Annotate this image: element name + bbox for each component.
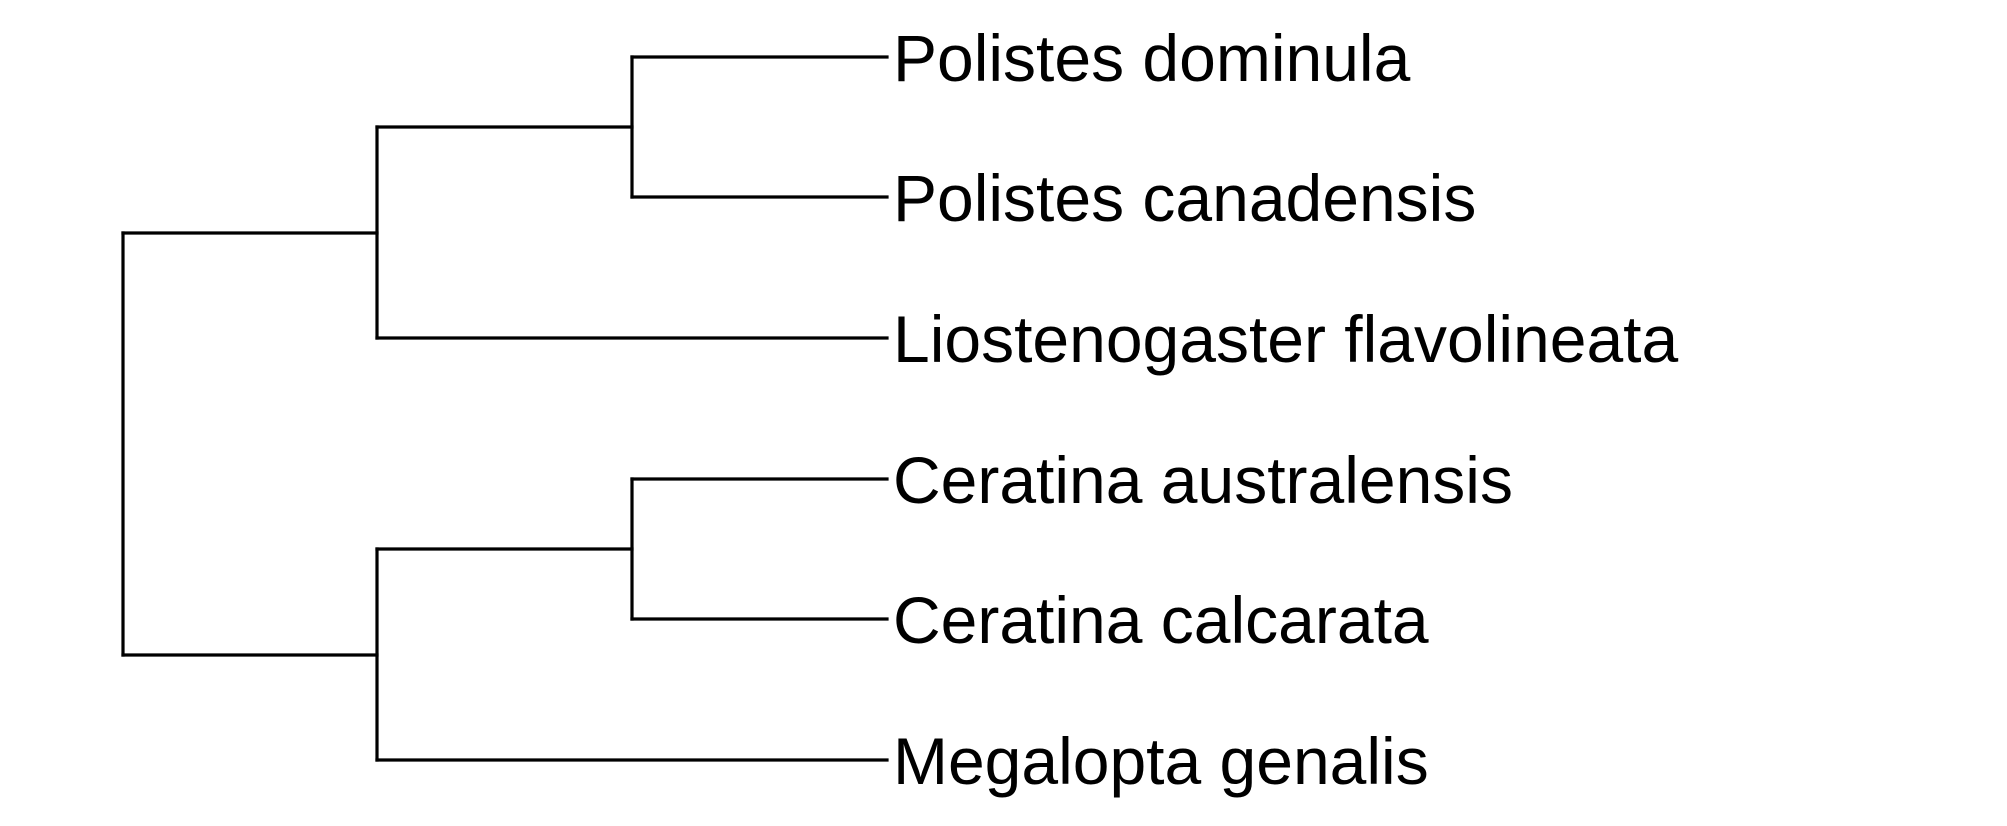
tip-label-polistes-dominula: Polistes dominula: [893, 21, 1411, 95]
tip-label-ceratina-calcarata: Ceratina calcarata: [893, 583, 1429, 657]
tip-label-ceratina-australensis: Ceratina australensis: [893, 443, 1513, 517]
tip-label-liostenogaster-flavolineata: Liostenogaster flavolineata: [893, 302, 1678, 376]
tip-labels: Polistes dominula Polistes canadensis Li…: [893, 21, 1678, 798]
tip-label-polistes-canadensis: Polistes canadensis: [893, 161, 1476, 235]
tree-branches: [121, 55, 889, 762]
tip-label-megalopta-genalis: Megalopta genalis: [893, 724, 1429, 798]
